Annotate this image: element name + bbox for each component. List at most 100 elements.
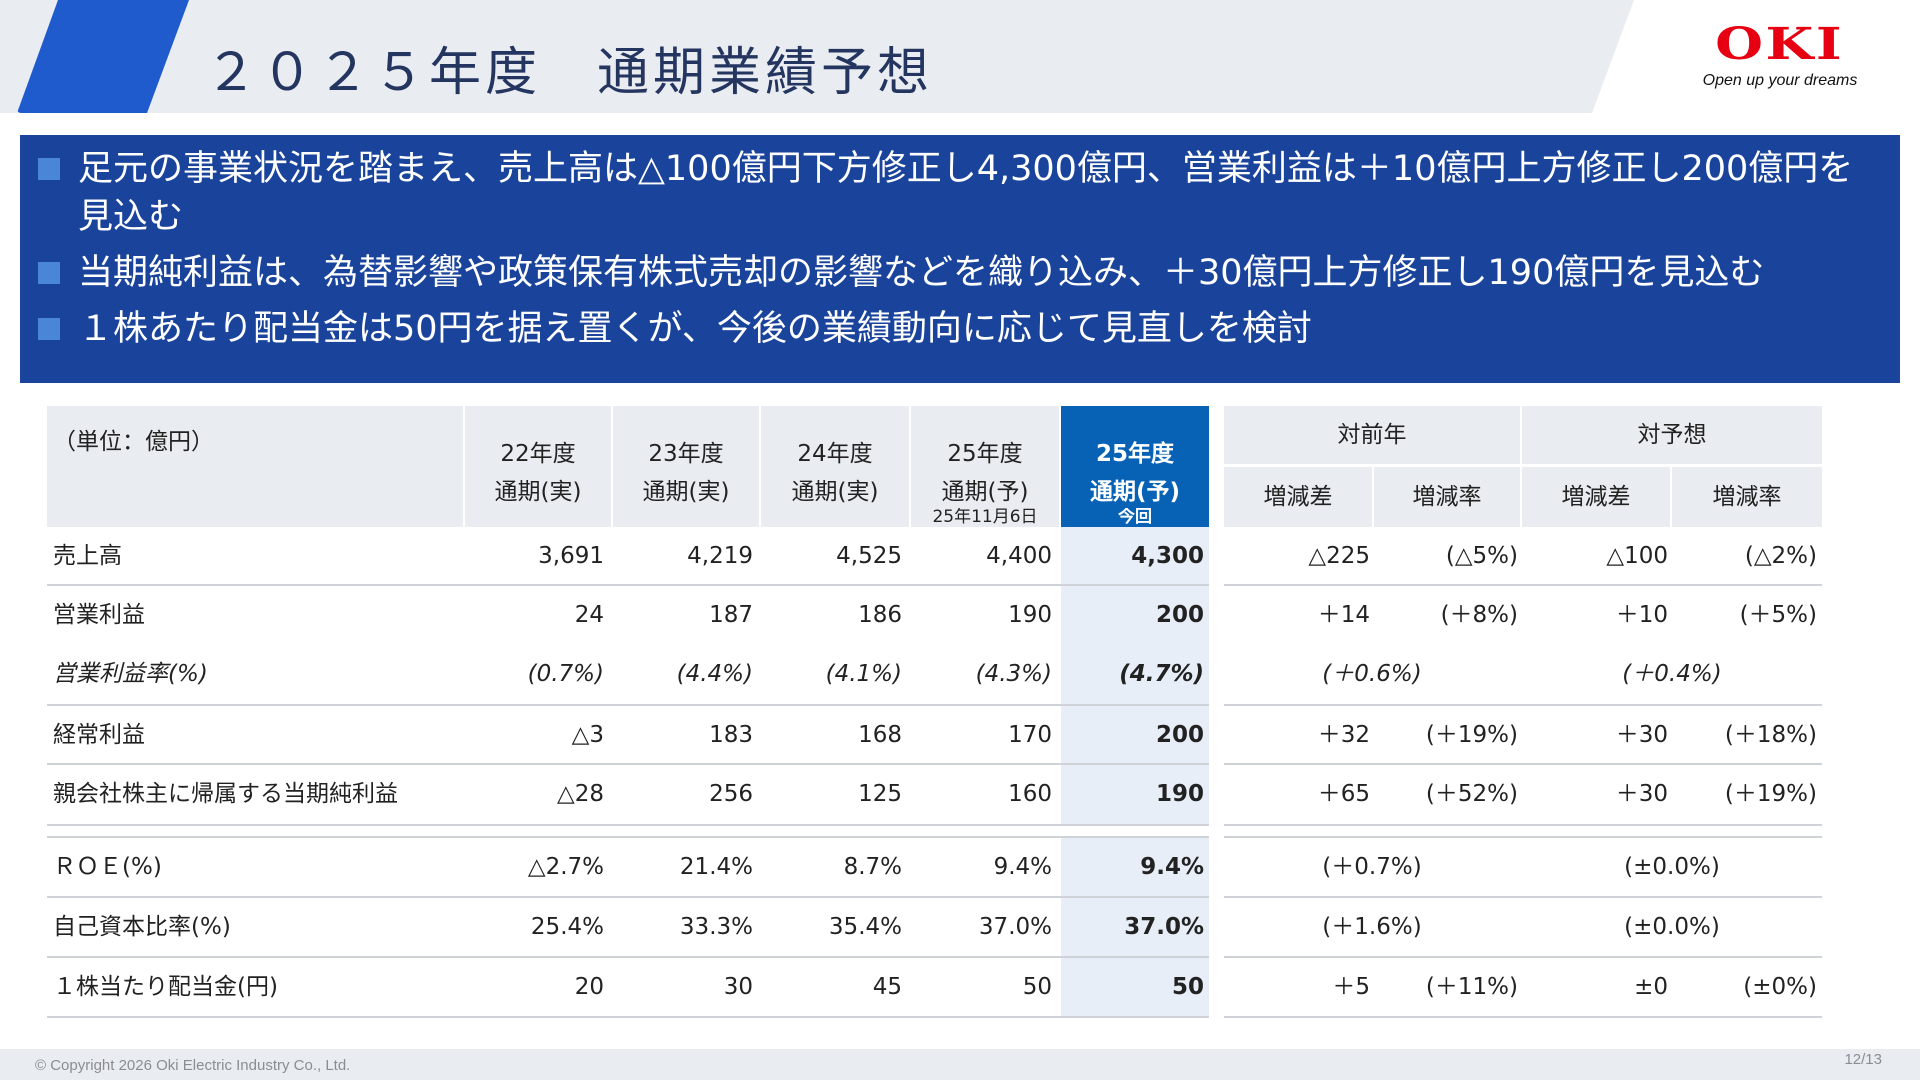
row-label: 営業利益	[53, 602, 145, 628]
summary-item: 足元の事業状況を踏まえ、売上高は△100億円下方修正し4,300億円、営業利益は…	[20, 145, 1900, 241]
row-label: ＲＯＥ(%)	[53, 854, 162, 880]
square-bullet-icon	[38, 262, 60, 284]
subheader-rate: 増減率	[1672, 467, 1822, 527]
cell-yoy-diff: ＋14	[1317, 602, 1370, 628]
cell-value: 30	[723, 974, 753, 1000]
cell-value: 3,691	[538, 543, 604, 569]
cell-value: 190	[1008, 602, 1052, 628]
column-header-year: 23年度	[648, 441, 724, 467]
cell-fc-rate: (＋5%)	[1739, 602, 1817, 628]
cell-value-current: 50	[1171, 974, 1204, 1000]
cell-yoy-rate: (＋11%)	[1425, 974, 1518, 1000]
cell-yoy-rate: (＋19%)	[1425, 722, 1518, 748]
cell-yoy-merged: (＋0.6%)	[1322, 661, 1422, 687]
table-row: 親会社株主に帰属する当期純利益 △28 256 125 160 190 ＋65 …	[47, 765, 1822, 826]
column-header-type: 通期(実)	[494, 479, 582, 505]
cell-value: 186	[858, 602, 902, 628]
summary-text: 当期純利益は、為替影響や政策保有株式売却の影響などを織り込み、＋30億円上方修正…	[78, 253, 1765, 293]
cell-yoy-diff: △225	[1308, 543, 1370, 569]
summary-item: 当期純利益は、為替影響や政策保有株式売却の影響などを織り込み、＋30億円上方修正…	[20, 249, 1900, 297]
cell-fc-merged: (±0.0%)	[1624, 854, 1720, 880]
logo-tagline: Open up your dreams	[1702, 72, 1858, 89]
summary-text: 足元の事業状況を踏まえ、売上高は△100億円下方修正し4,300億円、営業利益は…	[78, 149, 1854, 237]
row-label: 親会社株主に帰属する当期純利益	[53, 781, 398, 807]
cell-fc-merged: (＋0.4%)	[1622, 661, 1722, 687]
square-bullet-icon	[38, 158, 60, 180]
cell-value: 256	[709, 781, 753, 807]
cell-value-current: 200	[1155, 602, 1204, 628]
column-header-current: 25年度 通期(予) 今回	[1061, 406, 1209, 527]
column-header-type: 通期(実)	[642, 479, 730, 505]
highlight-column-bg	[1061, 838, 1209, 1018]
cell-value: 4,525	[836, 543, 902, 569]
table-row: 売上高 3,691 4,219 4,525 4,400 4,300 △225 (…	[47, 527, 1822, 586]
cell-yoy-rate: (＋8%)	[1440, 602, 1518, 628]
cell-fc-rate: (±0%)	[1743, 974, 1817, 1000]
cell-value: 20	[574, 974, 604, 1000]
summary-text: １株あたり配当金は50円を据え置くが、今後の業績動向に応じて見直しを検討	[78, 309, 1312, 349]
table-row: 営業利益率(%) (0.7%) (4.4%) (4.1%) (4.3%) (4.…	[47, 645, 1822, 706]
subheader-diff: 増減差	[1522, 467, 1670, 527]
cell-fc-rate: (△2%)	[1744, 543, 1817, 569]
summary-item: １株あたり配当金は50円を据え置くが、今後の業績動向に応じて見直しを検討	[20, 305, 1900, 353]
cell-value: 24	[574, 602, 604, 628]
cell-value-current: 200	[1155, 722, 1204, 748]
cell-yoy-diff: ＋65	[1317, 781, 1370, 807]
section-divider	[47, 836, 1822, 838]
table-row: 営業利益 24 187 186 190 200 ＋14 (＋8%) ＋10 (＋…	[47, 586, 1822, 645]
row-label: 売上高	[53, 543, 122, 569]
cell-value: 168	[858, 722, 902, 748]
cell-value: 25.4%	[530, 914, 604, 940]
row-label: 経常利益	[53, 722, 145, 748]
cell-value: 37.0%	[978, 914, 1052, 940]
cell-fc-merged: (±0.0%)	[1624, 914, 1720, 940]
cell-value: 9.4%	[993, 854, 1052, 880]
page-number: 12/13	[1844, 1051, 1882, 1068]
cell-value: 50	[1022, 974, 1052, 1000]
table-row: ＲＯＥ(%) △2.7% 21.4% 8.7% 9.4% 9.4% (＋0.7%…	[47, 838, 1822, 898]
cell-value: △3	[571, 722, 604, 748]
group-header-vs-forecast: 対予想	[1522, 406, 1822, 464]
footer-bar: © Copyright 2026 Oki Electric Industry C…	[0, 1049, 1920, 1080]
cell-value: 4,400	[986, 543, 1052, 569]
cell-fc-diff: ＋30	[1615, 781, 1668, 807]
column-header-type: 通期(予)	[941, 479, 1029, 505]
cell-fc-rate: (＋18%)	[1724, 722, 1817, 748]
cell-yoy-rate: (△5%)	[1445, 543, 1518, 569]
cell-value: △2.7%	[527, 854, 604, 880]
summary-box: 足元の事業状況を踏まえ、売上高は△100億円下方修正し4,300億円、営業利益は…	[20, 135, 1900, 383]
header-band	[0, 0, 1634, 113]
unit-label: （単位：億円）	[47, 406, 463, 527]
cell-yoy-merged: (＋1.6%)	[1322, 914, 1422, 940]
cell-value-current: 37.0%	[1124, 914, 1204, 940]
logo-mark: OKI	[1715, 19, 1845, 70]
column-gutter	[1209, 406, 1224, 1018]
cell-value: (0.7%)	[527, 661, 604, 687]
cell-fc-diff: ＋10	[1615, 602, 1668, 628]
cell-value-current: 9.4%	[1140, 854, 1204, 880]
highlight-column-bg	[1061, 527, 1209, 826]
subheader-diff: 増減差	[1224, 467, 1372, 527]
cell-value: 160	[1008, 781, 1052, 807]
column-header-year: 24年度	[797, 441, 873, 467]
cell-value: (4.4%)	[676, 661, 753, 687]
cell-yoy-diff: ＋5	[1332, 974, 1370, 1000]
cell-yoy-rate: (＋52%)	[1425, 781, 1518, 807]
column-header-year: 22年度	[500, 441, 576, 467]
cell-value: 21.4%	[679, 854, 753, 880]
cell-yoy-merged: (＋0.7%)	[1322, 854, 1422, 880]
cell-value: 33.3%	[679, 914, 753, 940]
cell-yoy-diff: ＋32	[1317, 722, 1370, 748]
cell-value: 4,219	[687, 543, 753, 569]
copyright: © Copyright 2026 Oki Electric Industry C…	[35, 1057, 351, 1074]
cell-fc-rate: (＋19%)	[1724, 781, 1817, 807]
cell-value: (4.3%)	[975, 661, 1052, 687]
cell-value: 35.4%	[828, 914, 902, 940]
cell-value: △28	[557, 781, 604, 807]
group-header-yoy: 対前年	[1224, 406, 1520, 464]
cell-value: 170	[1008, 722, 1052, 748]
table-row: １株当たり配当金(円) 20 30 45 50 50 ＋5 (＋11%) ±0 …	[47, 958, 1822, 1018]
cell-value-current: 4,300	[1131, 543, 1204, 569]
column-header: 23年度 通期(実)	[613, 406, 759, 527]
cell-value: 187	[709, 602, 753, 628]
